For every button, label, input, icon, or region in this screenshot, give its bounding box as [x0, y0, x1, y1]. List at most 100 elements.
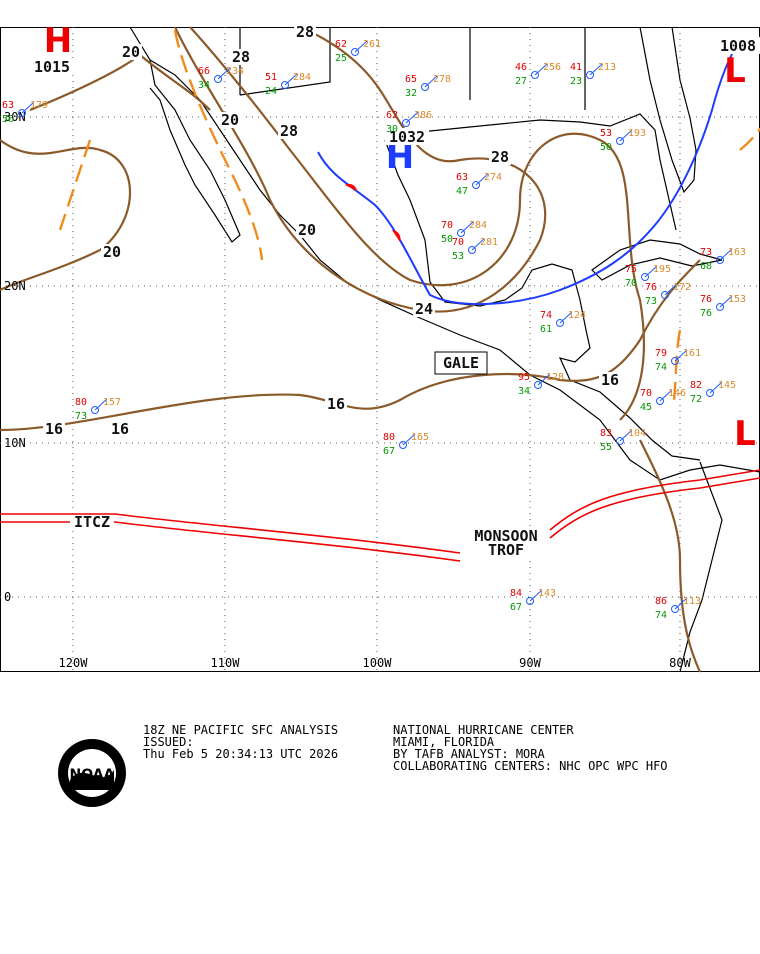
temperature: 80 [383, 432, 395, 443]
pressure: 146 [668, 388, 686, 399]
pressure: 157 [103, 397, 121, 408]
wind-barb [402, 433, 416, 446]
pressure: 161 [683, 348, 701, 359]
station [661, 291, 669, 299]
station [556, 319, 564, 327]
pressure: 128 [546, 372, 564, 383]
station [531, 71, 539, 79]
isobar-label: 28 [296, 23, 314, 41]
station [641, 273, 649, 281]
label-bg [489, 149, 511, 165]
station [526, 597, 534, 605]
pressure: 113 [683, 596, 701, 607]
station [351, 48, 359, 56]
temperature: 66 [198, 66, 210, 77]
wind-barb [659, 389, 673, 402]
pressure: 256 [543, 62, 561, 73]
wind-barb [405, 111, 419, 124]
pressure-letter: H [44, 21, 72, 61]
wind-barb [709, 381, 723, 394]
map-frame [0, 27, 760, 672]
isobar-label: 28 [280, 122, 298, 140]
station [671, 605, 679, 613]
wind-barb [460, 221, 474, 234]
dewpoint: 67 [383, 446, 395, 457]
label-bg [230, 49, 252, 65]
temperature: 79 [655, 348, 667, 359]
label-bg [413, 301, 435, 317]
temperature: 41 [570, 62, 582, 73]
label-bg [468, 529, 544, 544]
station [457, 229, 465, 237]
label-bg [294, 24, 316, 40]
dewpoint: 50 [441, 234, 453, 245]
temperature: 76 [700, 294, 712, 305]
station [472, 181, 480, 189]
label-bg [325, 396, 347, 412]
dewpoint: 47 [456, 186, 468, 197]
dewpoint: 34 [518, 386, 530, 397]
pressure: 193 [628, 128, 646, 139]
isobar-label: 16 [601, 371, 619, 389]
footer-text: NATIONAL HURRICANE CENTER [393, 723, 574, 737]
pressure-letter: L [724, 51, 746, 91]
footer-text: MIAMI, FLORIDA [393, 735, 495, 749]
lon-label: 80W [669, 656, 691, 670]
isobar-label: 24 [415, 300, 433, 318]
dewpoint: 61 [540, 324, 552, 335]
station [616, 137, 624, 145]
pressure-value: 1008 [720, 37, 756, 55]
coastlines [129, 26, 760, 673]
label-bg [385, 128, 429, 145]
pressure: 145 [718, 380, 736, 391]
itcz [0, 469, 760, 562]
wind-barb [94, 398, 108, 411]
label-bg [43, 421, 65, 437]
lon-label: 100W [363, 656, 393, 670]
station [586, 71, 594, 79]
pressure: 284 [293, 72, 311, 83]
footer-text: COLLABORATING CENTERS: NHC OPC WPC HFO [393, 759, 668, 773]
isobar-label: 16 [327, 395, 345, 413]
dewpoint: 68 [700, 261, 712, 272]
temperature: 80 [75, 397, 87, 408]
temperature: 53 [600, 128, 612, 139]
dewpoint: 76 [700, 308, 712, 319]
pressure: 195 [653, 264, 671, 275]
logo-text: NOAA [70, 767, 115, 783]
station [18, 109, 26, 117]
temperature: 65 [405, 74, 417, 85]
wind-barb [589, 63, 603, 76]
lat-label: 30N [4, 110, 26, 124]
wind-barb [674, 349, 688, 362]
wind-barb [719, 248, 733, 261]
pressure: 179 [30, 100, 48, 111]
pressure: 213 [598, 62, 616, 73]
dewpoint: 45 [640, 402, 652, 413]
temperature: 82 [690, 380, 702, 391]
wind-barb [559, 311, 573, 324]
pressure: 281 [480, 237, 498, 248]
label-bg [101, 244, 123, 260]
footer-text: Thu Feb 5 20:34:13 UTC 2026 [143, 747, 338, 761]
footer-text: ISSUED: [143, 735, 194, 749]
wind-barb [644, 265, 658, 278]
temperature: 70 [640, 388, 652, 399]
wind-barb [534, 63, 548, 76]
dewpoint: 67 [510, 602, 522, 613]
temperature: 62 [335, 39, 347, 50]
pressure: 278 [433, 74, 451, 85]
dewpoint: 73 [75, 411, 87, 422]
isobars [0, 25, 702, 673]
wind-barb [619, 429, 633, 442]
dewpoint: 24 [265, 86, 277, 97]
pressure: 274 [484, 172, 502, 183]
wind-barb [354, 40, 368, 53]
wind-barb [674, 597, 688, 610]
dewpoint: 32 [405, 88, 417, 99]
graticule [0, 27, 760, 672]
pressure: 104 [628, 428, 646, 439]
dewpoint: 74 [655, 610, 667, 621]
label-bg [716, 37, 760, 54]
